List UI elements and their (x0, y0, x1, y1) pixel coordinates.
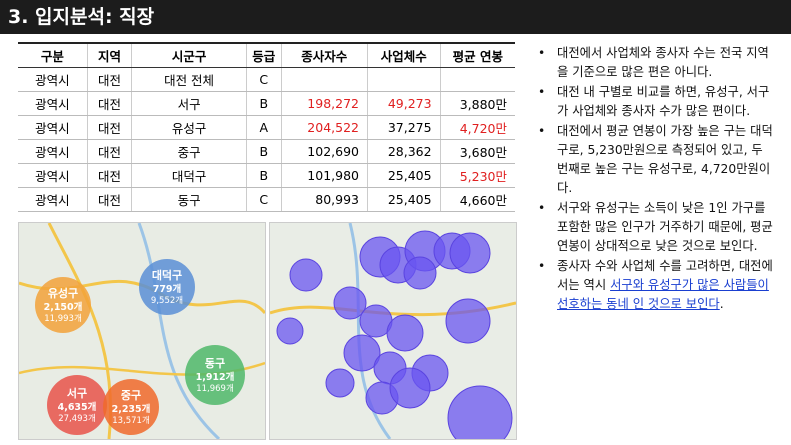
table-cell (439, 67, 515, 92)
district-label: 서구 (67, 386, 87, 400)
table-cell: 대전 전체 (131, 67, 247, 92)
table-cell: 대전 (86, 187, 132, 212)
table-cell: 광역시 (18, 91, 88, 116)
district-label: 4,635개 (58, 401, 97, 413)
table-cell: 25,405 (367, 187, 441, 212)
table-cell: 102,690 (280, 139, 368, 164)
header-bar: 3. 입지분석: 직장 (0, 0, 791, 34)
table-cell: 대전 (86, 91, 132, 116)
district-bubble (185, 345, 245, 405)
bullet: 대전 내 구별로 비교를 하면, 유성구, 서구가 사업체와 종사자 수가 많은… (532, 83, 777, 121)
table-row: 광역시 대전 중구 B 102,690 28,362 3,680만 (18, 139, 515, 164)
table-cell: 28,362 (367, 139, 441, 164)
district-label: 중구 (121, 389, 141, 402)
table-row: 광역시 대전 유성구 A 204,522 37,275 4,720만 (18, 115, 515, 140)
table-cell: B (246, 139, 282, 164)
table-cell (367, 67, 441, 92)
table-cell: 204,522 (280, 115, 368, 140)
column-header: 지역 (86, 42, 132, 68)
district-label: 11,969개 (196, 383, 234, 394)
column-header: 종사자수 (280, 42, 368, 68)
table-cell: 198,272 (280, 91, 368, 116)
bullet-list: 대전에서 사업체와 종사자 수는 전국 지역을 기준으로 많은 편은 아니다.대… (532, 44, 777, 315)
column-header: 사업체수 (367, 42, 441, 68)
district-bubble (103, 379, 159, 435)
district-bubble (139, 259, 195, 315)
column-header: 구분 (18, 42, 88, 68)
column-header: 평균 연봉 (439, 42, 515, 68)
table-cell: 광역시 (18, 67, 88, 92)
district-label: 27,493개 (58, 413, 96, 424)
table-cell: 37,275 (367, 115, 441, 140)
district-label: 9,552개 (151, 295, 183, 306)
table-cell: 대덕구 (131, 163, 247, 188)
table-cell: 중구 (131, 139, 247, 164)
table-row: 광역시 대전 대전 전체 C (18, 67, 515, 92)
map-heat (269, 222, 517, 440)
table-cell: 대전 (86, 115, 132, 140)
table-cell: 4,720만 (439, 115, 515, 140)
table-cell: 대전 (86, 163, 132, 188)
bullet: 종사자 수와 사업체 수를 고려하면, 대전에서는 역시 서구와 유성구가 많은… (532, 257, 777, 314)
table-cell: C (246, 187, 282, 212)
table-row: 광역시 대전 서구 B 198,272 49,273 3,880만 (18, 91, 515, 116)
table-cell: C (246, 67, 282, 92)
table-cell: 80,993 (280, 187, 368, 212)
table-cell: 대전 (86, 139, 132, 164)
district-label: 유성구 (48, 286, 78, 300)
district-label: 11,993개 (44, 313, 82, 324)
column-header: 시군구 (131, 42, 247, 68)
district-label: 동구 (205, 357, 225, 370)
table-cell: B (246, 91, 282, 116)
river (137, 223, 221, 439)
table-row: 광역시 대전 대덕구 B 101,980 25,405 5,230만 (18, 163, 515, 188)
density-circles (276, 230, 513, 439)
table-cell: 광역시 (18, 115, 88, 140)
table-cell: 동구 (131, 187, 247, 212)
table-cell: 25,405 (367, 163, 441, 188)
table-cell: 5,230만 (439, 163, 515, 188)
table-cell: 광역시 (18, 187, 88, 212)
bullet-link[interactable]: 서구와 유성구가 많은 사람들이 선호하는 동네 인 것으로 보인다 (557, 278, 769, 311)
district-label: 대덕구 (152, 268, 182, 282)
table-cell: 3,680만 (439, 139, 515, 164)
table-cell: 4,660만 (439, 187, 515, 212)
bullet: 대전에서 평균 연봉이 가장 높은 구는 대덕구로, 5,230만원으로 측정되… (532, 122, 777, 198)
district-label: 1,912개 (196, 371, 235, 383)
table-cell: A (246, 115, 282, 140)
bullet: 서구와 유성구는 소득이 낮은 1인 가구를 포함한 많은 인구가 거주하기 때… (532, 199, 777, 256)
bullet-text: . (719, 297, 724, 311)
table-cell: 대전 (86, 67, 132, 92)
table-cell: 101,980 (280, 163, 368, 188)
title: 3. 입지분석: 직장 (8, 6, 155, 28)
data-table: 구분 지역 시군구 등급 종사자수 사업체수 평균 연봉 광역시 대전 대전 전체 C 광역시 대전 서구… (18, 42, 515, 212)
district-label: 13,571개 (112, 415, 150, 426)
table-cell: 서구 (131, 91, 247, 116)
table-cell: 3,880만 (439, 91, 515, 116)
table-cell: 광역시 (18, 163, 88, 188)
district-label: 2,150개 (44, 301, 83, 313)
district-bubble (35, 277, 91, 333)
district-label: 2,235개 (112, 403, 151, 415)
bullet: 대전에서 사업체와 종사자 수는 전국 지역을 기준으로 많은 편은 아니다. (532, 44, 777, 82)
district-label: 779개 (153, 283, 182, 295)
table-cell: 유성구 (131, 115, 247, 140)
table-row: 광역시 대전 동구 C 80,993 25,405 4,660만 (18, 187, 515, 212)
table-cell (280, 67, 368, 92)
bullet-text: 종사자 수와 사업체 수를 고려하면, 대전에서는 역시 (557, 259, 773, 292)
table-cell: 49,273 (367, 91, 441, 116)
column-header: 등급 (246, 42, 282, 68)
table-cell: 광역시 (18, 139, 88, 164)
district-bubble (47, 375, 107, 435)
table-cell: B (246, 163, 282, 188)
